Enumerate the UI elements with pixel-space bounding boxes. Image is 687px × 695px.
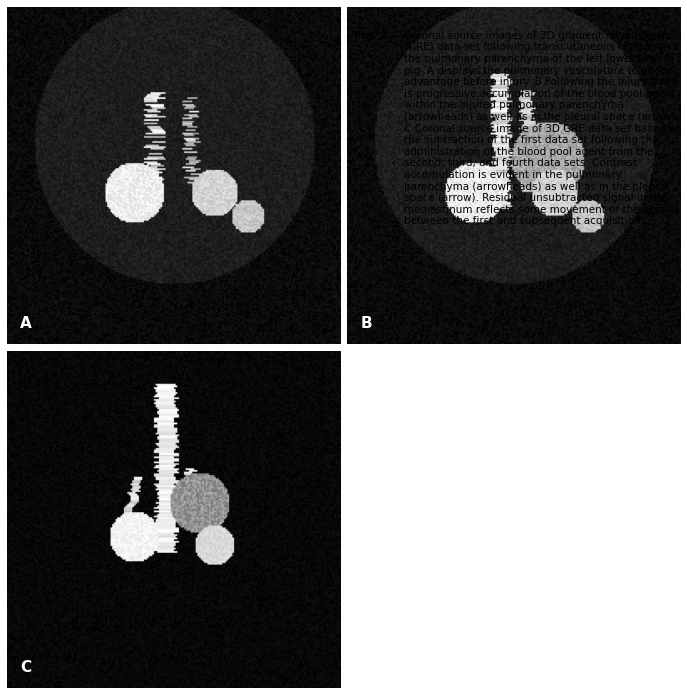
Text: C: C — [20, 660, 32, 675]
Text: B: B — [360, 316, 372, 331]
Text: Coronal source images of 3D gradient recalled echo (GRE) data set following tran: Coronal source images of 3D gradient rec… — [403, 31, 684, 227]
Text: A: A — [20, 316, 32, 331]
Text: Fig. 2.: Fig. 2. — [354, 31, 391, 41]
